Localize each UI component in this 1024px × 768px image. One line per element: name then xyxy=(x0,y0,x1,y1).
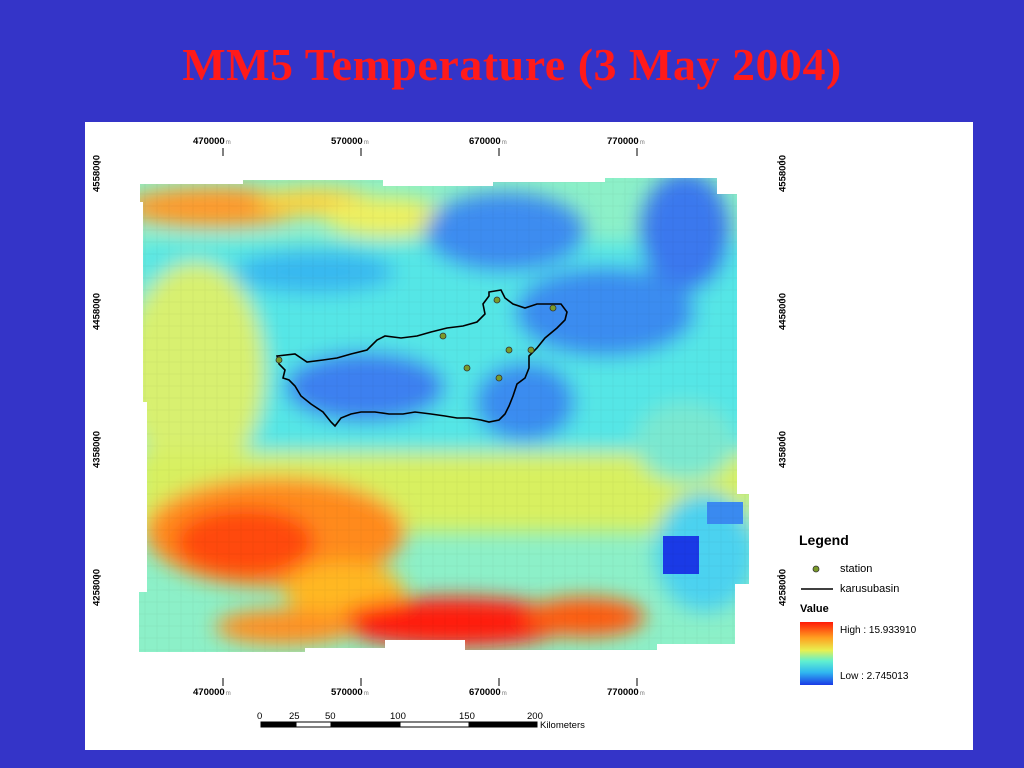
x-tick-bottom-2: 570000m xyxy=(331,687,369,698)
raster-field xyxy=(139,178,749,652)
station-point xyxy=(495,374,503,382)
legend-station-label: station xyxy=(840,563,873,575)
station-point xyxy=(439,332,447,340)
x-tick-top-2: 570000m xyxy=(331,136,369,147)
station-point xyxy=(527,346,535,354)
scale-tick-100: 100 xyxy=(390,711,406,722)
scale-tick-25: 25 xyxy=(289,711,300,722)
legend-value-ramp xyxy=(800,622,833,685)
scale-tick-150: 150 xyxy=(459,711,475,722)
x-tick-bottom-1: 470000m xyxy=(193,687,231,698)
x-tick-bottom-4: 770000m xyxy=(607,687,645,698)
graticule-ticks xyxy=(95,148,783,686)
scale-bar xyxy=(260,721,538,728)
legend-title: Legend xyxy=(799,532,849,548)
x-tick-top-1: 470000m xyxy=(193,136,231,147)
legend-high-label: High : 15.933910 xyxy=(840,625,917,636)
karusubasin-outline xyxy=(276,289,568,428)
legend-station-symbol xyxy=(812,565,820,573)
station-markers xyxy=(275,296,557,382)
x-tick-top-3: 670000m xyxy=(469,136,507,147)
station-point xyxy=(463,364,471,372)
station-point xyxy=(549,304,557,312)
scale-tick-50: 50 xyxy=(325,711,336,722)
map-legend: Legend xyxy=(799,532,969,548)
legend-graphics xyxy=(801,565,833,590)
x-tick-bottom-3: 670000m xyxy=(469,687,507,698)
legend-low-label: Low : 2.745013 xyxy=(840,671,909,682)
scale-tick-200: 200 xyxy=(527,711,543,722)
scale-tick-0: 0 xyxy=(257,711,263,722)
x-tick-top-4: 770000m xyxy=(607,136,645,147)
station-point xyxy=(493,296,501,304)
map-panel: 470000m 570000m 670000m 770000m 470000m … xyxy=(85,122,973,750)
legend-basin-label: karusubasin xyxy=(840,583,900,595)
slide-title: MM5 Temperature (3 May 2004) xyxy=(182,39,842,90)
legend-value-title: Value xyxy=(800,603,829,615)
temperature-raster-map xyxy=(95,148,833,728)
scale-unit-label: Kilometers xyxy=(540,720,585,731)
station-point xyxy=(275,356,283,364)
station-point xyxy=(505,346,513,354)
